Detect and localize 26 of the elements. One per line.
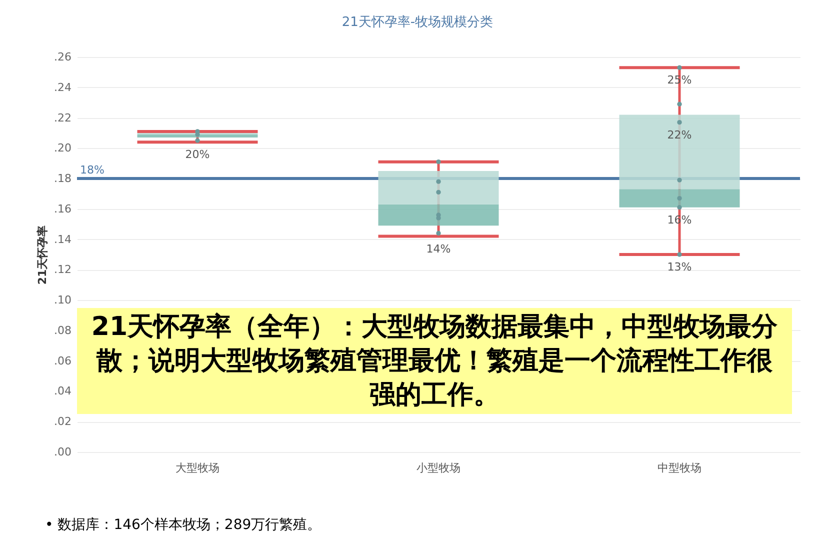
y-tick-label: .20 xyxy=(54,142,72,155)
y-tick-label: .04 xyxy=(54,384,72,398)
annotation: 20% xyxy=(185,148,210,162)
y-tick-label: .16 xyxy=(54,202,72,216)
y-tick-label: .00 xyxy=(54,446,72,458)
annotation: 13% xyxy=(667,260,692,274)
x-tick-label: 中型牧场 xyxy=(658,462,702,474)
y-axis-title: 21天怀孕率 xyxy=(36,225,50,285)
y-tick-label: .08 xyxy=(54,324,72,337)
y-tick-label: .22 xyxy=(54,111,72,124)
annotation: 21天怀孕率（全年）：大型牧场数据最集中，中型牧场最分散；说明大型牧场繁殖管理最优！繁殖是一个流程性工作很强的工作。 xyxy=(91,312,779,410)
annotation: 22% xyxy=(667,128,692,142)
text: • 数据库：146个样本牧场；289万行繁殖。 xyxy=(45,517,322,533)
chart-title: 21天怀孕率-牧场规模分类 xyxy=(342,14,494,30)
annotation: 14% xyxy=(426,242,451,256)
y-tick-label: .10 xyxy=(54,294,72,307)
x-tick-label: 大型牧场 xyxy=(176,462,220,474)
ref-line-label: 18% xyxy=(80,164,104,177)
y-tick-label: .14 xyxy=(54,232,72,246)
y-tick-label: .06 xyxy=(54,354,72,368)
y-tick-label: .12 xyxy=(54,263,72,276)
y-tick-label: .24 xyxy=(54,80,72,94)
y-tick-label: .02 xyxy=(54,415,72,428)
y-tick-label: .18 xyxy=(54,172,72,186)
x-tick-label: 小型牧场 xyxy=(416,462,460,474)
y-tick-label: .26 xyxy=(54,50,72,64)
